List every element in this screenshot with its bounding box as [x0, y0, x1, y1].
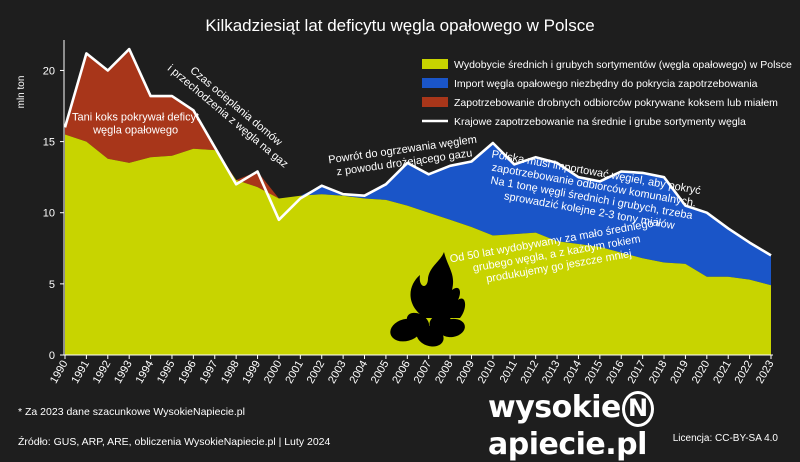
y-tick-label: 5 [49, 279, 55, 291]
source-note: Źródło: GUS, ARP, ARE, obliczenia Wysoki… [18, 436, 331, 448]
x-tick-label: 2022 [733, 359, 756, 386]
x-tick-label: 2001 [283, 359, 306, 386]
x-tick-label: 2007 [412, 359, 435, 386]
x-tick-label: 2006 [390, 359, 413, 386]
legend-label: Zapotrzebowanie drobnych odbiorców pokry… [454, 97, 778, 109]
x-tick-label: 2000 [262, 359, 285, 386]
coal-fire-icon [390, 252, 466, 347]
x-tick-label: 1992 [91, 359, 114, 386]
flame-shape [410, 252, 466, 318]
x-tick-label: 2002 [305, 359, 328, 386]
y-tick-label: 10 [43, 208, 55, 220]
x-tick-label: 1997 [198, 359, 221, 386]
area-series-1 [65, 134, 771, 355]
x-tick-label: 2015 [583, 359, 606, 386]
area-series-2 [300, 143, 771, 286]
y-tick-label: 0 [49, 350, 55, 362]
legend-label: Import węgla opałowego niezbędny do pokr… [454, 78, 758, 90]
x-tick-label: 2005 [369, 359, 392, 386]
x-tick-label: 2021 [711, 359, 734, 386]
x-tick-label: 1991 [69, 359, 92, 386]
x-tick-label: 1993 [112, 359, 135, 386]
coal-lump [406, 312, 430, 332]
x-tick-label: 2020 [690, 359, 713, 386]
x-tick-label: 1999 [241, 359, 264, 386]
x-tick-label: 2019 [668, 359, 691, 386]
annotation-line: węgla opałowego [92, 124, 178, 136]
legend-label: Wydobycie średnich i grubych sortymentów… [454, 59, 792, 71]
legend-label: Krajowe zapotrzebowanie na średnie i gru… [454, 116, 746, 128]
license-note: Licencja: CC-BY-SA 4.0 [672, 433, 778, 444]
x-tick-label: 2013 [540, 359, 563, 386]
x-tick-label: 1998 [219, 359, 242, 386]
footnote: * Za 2023 dane szacunkowe WysokieNapieci… [18, 406, 245, 418]
x-tick-label: 2010 [476, 359, 499, 386]
x-tick-label: 1990 [48, 359, 71, 386]
demand-line [63, 47, 772, 257]
x-tick-label: 2016 [604, 359, 627, 386]
legend-swatch [422, 59, 448, 69]
x-tick-label: 1996 [176, 359, 199, 386]
x-tick-label: 2008 [433, 359, 456, 386]
x-tick-label: 2023 [754, 359, 777, 386]
chart-title: Kilkadziesiąt lat deficytu węgla opałowe… [205, 16, 594, 35]
x-tick-label: 2003 [326, 359, 349, 386]
area-series-3 [65, 49, 279, 199]
annotation-line: Tani koks pokrywał deficyt [72, 111, 199, 123]
coal-lump [429, 313, 451, 331]
x-tick-label: 2014 [561, 359, 584, 386]
y-tick-label: 15 [43, 137, 55, 149]
x-tick-label: 2017 [626, 359, 649, 386]
x-tick-label: 2009 [454, 359, 477, 386]
y-axis-label: mln ton [16, 76, 27, 109]
x-tick-label: 1994 [134, 359, 157, 386]
brand-logo: wysokie Napiecie.pl [488, 390, 800, 462]
x-tick-label: 2004 [347, 359, 370, 386]
legend: Wydobycie średnich i grubych sortymentów… [422, 59, 792, 128]
x-tick-label: 2018 [647, 359, 670, 386]
x-tick-label: 2012 [519, 359, 542, 386]
legend-swatch [422, 97, 448, 107]
x-tick-label: 2011 [498, 359, 520, 385]
plot-area: 0 5 10 15 20 19901991199219931994199519961997… [43, 40, 777, 386]
x-tick-label: 1995 [155, 359, 178, 386]
legend-swatch [422, 78, 448, 88]
y-tick-label: 20 [43, 65, 55, 77]
